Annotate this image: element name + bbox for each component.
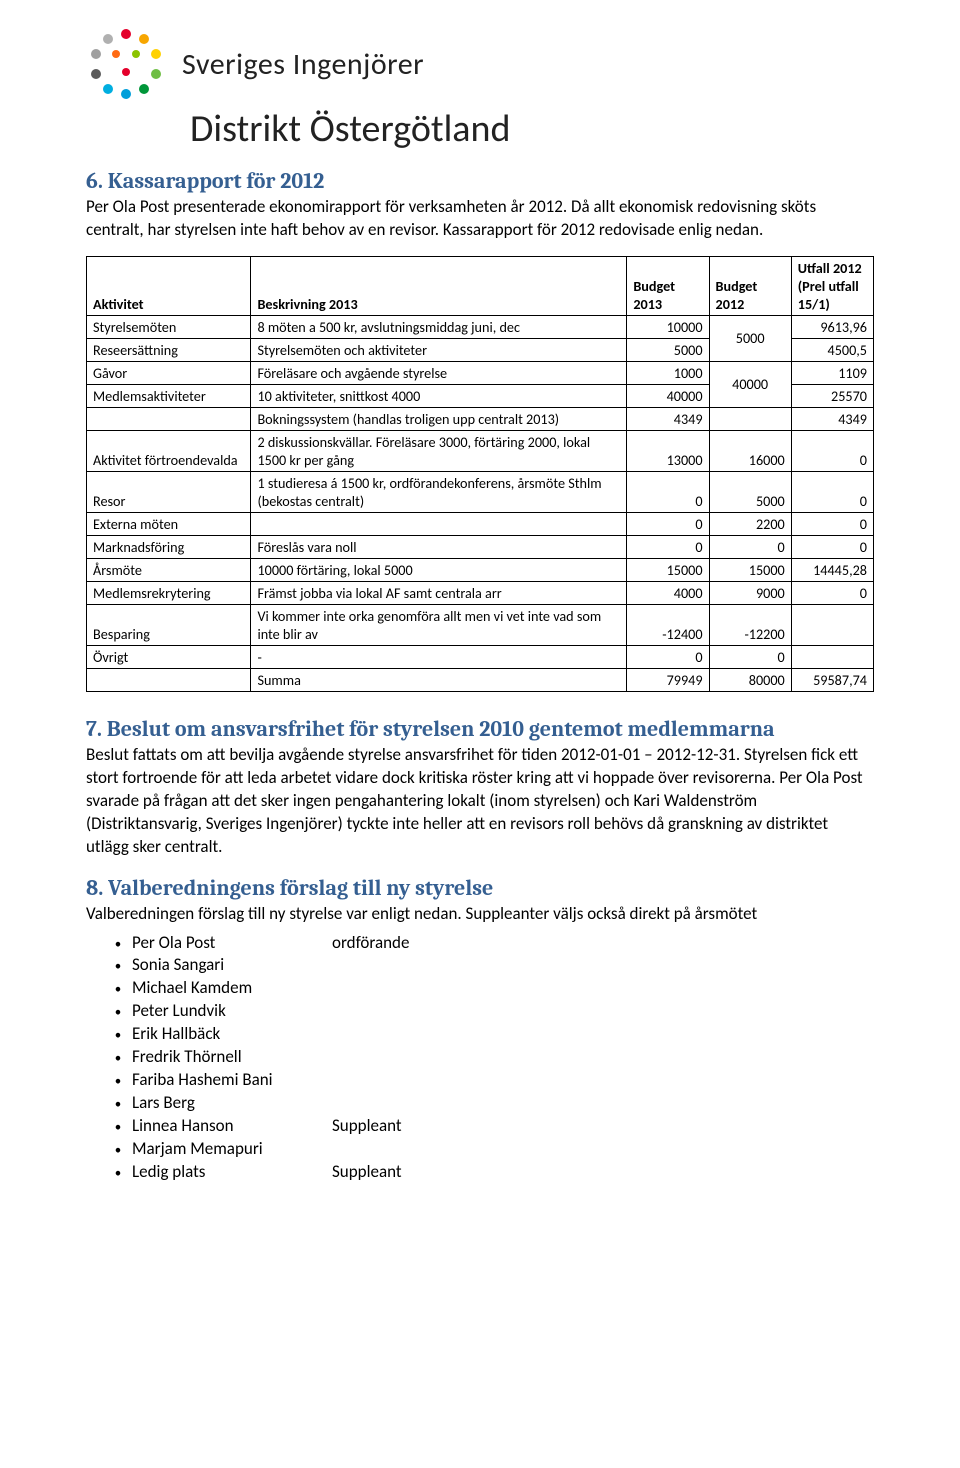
brand-logo-icon xyxy=(86,24,166,104)
table-row-summa: Summa 79949 80000 59587,74 xyxy=(87,668,874,691)
list-item: Fredrik Thörnell xyxy=(86,1046,874,1069)
table-row: Bokningssystem (handlas troligen upp cen… xyxy=(87,407,874,430)
list-item: Sonia Sangari xyxy=(86,954,874,977)
section-7-body: Beslut fattats om att bevilja avgående s… xyxy=(86,744,874,859)
table-row: Årsmöte 10000 förtäring, lokal 5000 1500… xyxy=(87,558,874,581)
section-6-body: Per Ola Post presenterade ekonomirapport… xyxy=(86,196,874,242)
table-row: Externa möten 0 2200 0 xyxy=(87,512,874,535)
th-b2012: Budget 2012 xyxy=(709,256,791,315)
table-header-row: Aktivitet Beskrivning 2013 Budget 2013 B… xyxy=(87,256,874,315)
th-desc: Beskrivning 2013 xyxy=(251,256,627,315)
list-item: Fariba Hashemi Bani xyxy=(86,1069,874,1092)
th-b2013: Budget 2013 xyxy=(627,256,709,315)
table-row: Övrigt - 0 0 xyxy=(87,645,874,668)
list-item: Per Ola Postordförande xyxy=(86,932,874,955)
brand-header: Sveriges Ingenjörer xyxy=(86,24,874,104)
table-row: Medlemsrekrytering Främst jobba via loka… xyxy=(87,581,874,604)
list-item: Ledig platsSuppleant xyxy=(86,1161,874,1184)
section-6-title: 6. Kassarapport för 2012 xyxy=(86,168,874,194)
list-item: Lars Berg xyxy=(86,1092,874,1115)
table-row: Styrelsemöten 8 möten a 500 kr, avslutni… xyxy=(87,315,874,338)
section-8-title: 8. Valberedningens förslag till ny styre… xyxy=(86,875,874,901)
list-item: Michael Kamdem xyxy=(86,977,874,1000)
table-row: Gåvor Föreläsare och avgående styrelse 1… xyxy=(87,361,874,384)
budget-table: Aktivitet Beskrivning 2013 Budget 2013 B… xyxy=(86,256,874,692)
list-item: Marjam Memapuri xyxy=(86,1138,874,1161)
table-row: Aktivitet förtroendevalda 2 diskussionsk… xyxy=(87,430,874,471)
section-8-body: Valberedningen förslag till ny styrelse … xyxy=(86,903,874,926)
table-row: Resor 1 studieresa á 1500 kr, ordförande… xyxy=(87,471,874,512)
th-activity: Aktivitet xyxy=(87,256,251,315)
list-item: Peter Lundvik xyxy=(86,1000,874,1023)
list-item: Linnea HansonSuppleant xyxy=(86,1115,874,1138)
table-row: Marknadsföring Föreslås vara noll 0 0 0 xyxy=(87,535,874,558)
list-item: Erik Hallbäck xyxy=(86,1023,874,1046)
section-7-title: 7. Beslut om ansvarsfrihet för styrelsen… xyxy=(86,716,874,742)
district-subheader: Distrikt Östergötland xyxy=(190,106,874,152)
member-list: Per Ola Postordförande Sonia Sangari Mic… xyxy=(86,932,874,1184)
brand-name: Sveriges Ingenjörer xyxy=(182,46,424,83)
th-utfall: Utfall 2012 (Prel utfall 15/1) xyxy=(791,256,873,315)
table-row: Besparing Vi kommer inte orka genomföra … xyxy=(87,604,874,645)
